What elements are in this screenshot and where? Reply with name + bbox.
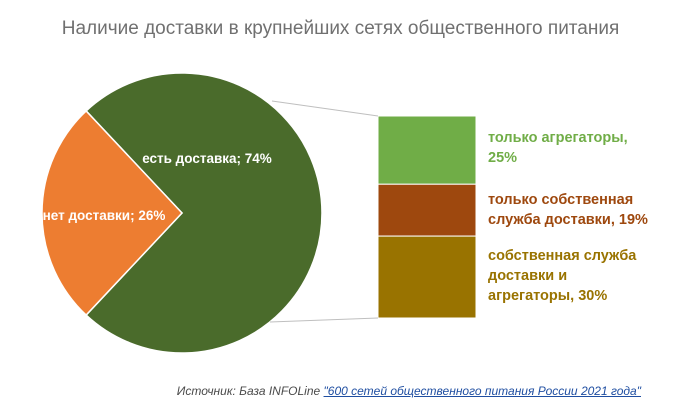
- source-note: Источник: База INFOLine "600 сетей общес…: [177, 384, 641, 398]
- bar-label-0: только агрегаторы, 25%: [488, 128, 628, 168]
- bar-label-1: только собственная служба доставки, 19%: [488, 190, 648, 230]
- bar-segment-0: [377, 115, 477, 185]
- connector-line-top: [271, 100, 379, 117]
- source-prefix: Источник: База INFOLine: [176, 384, 324, 398]
- bar-label-line: агрегаторы, 30%: [488, 288, 608, 304]
- pie-label-delivery: есть доставка; 74%: [142, 151, 272, 166]
- bar-label-line: служба доставки, 19%: [488, 212, 648, 228]
- bar-label-line: только агрегаторы,: [488, 130, 628, 146]
- pie-slice-delivery: [85, 72, 323, 354]
- bar-segment-2: [377, 235, 477, 319]
- bar-label-line: только собственная: [488, 192, 634, 208]
- connector-line-bottom: [269, 317, 379, 323]
- pie-label-no-delivery: нет доставки; 26%: [43, 208, 166, 223]
- chart-title: Наличие доставки в крупнейших сетях обще…: [61, 18, 620, 39]
- bar-segment-1: [377, 183, 477, 237]
- source-link[interactable]: "600 сетей общественного питания России …: [323, 384, 641, 398]
- bar-label-line: 25%: [488, 150, 518, 166]
- bar-label-line: собственная служба: [488, 248, 637, 264]
- bar-label-line: доставки и: [488, 268, 568, 284]
- bar-label-2: собственная служба доставки и агрегаторы, …: [488, 246, 636, 306]
- pie-slice-no-delivery: [41, 109, 184, 317]
